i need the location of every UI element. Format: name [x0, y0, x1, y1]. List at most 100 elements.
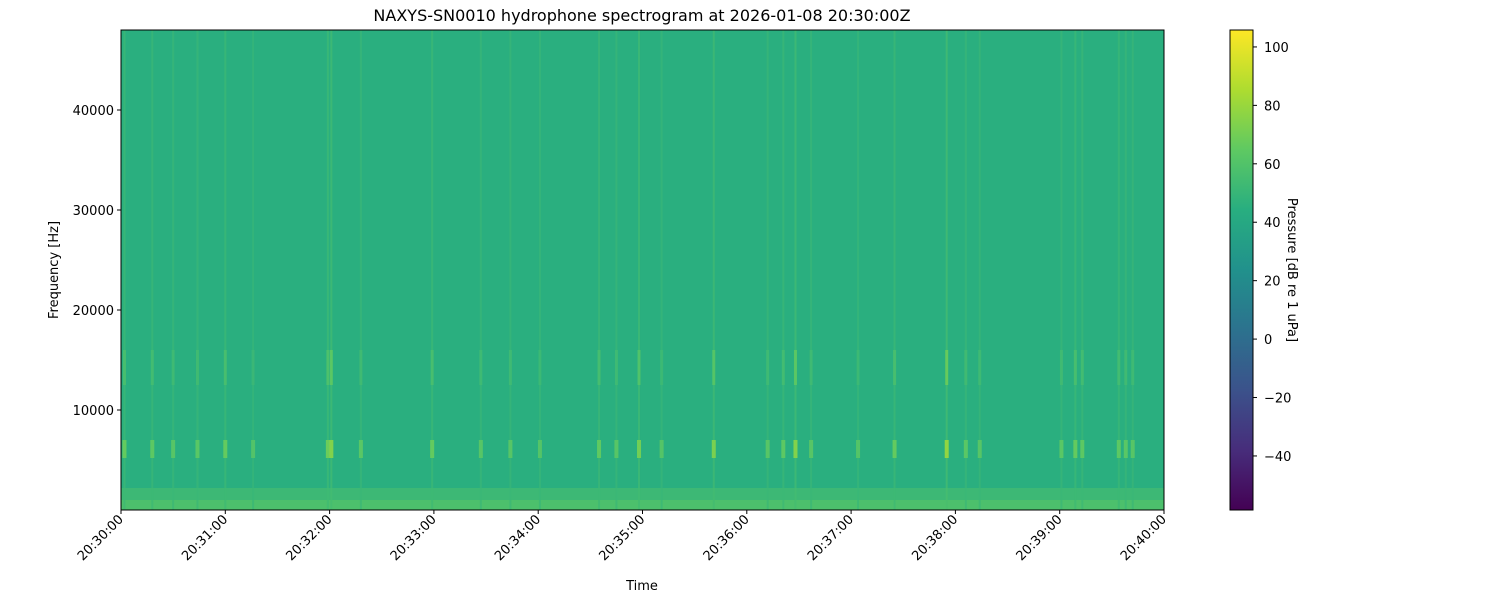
transient-blip: [1130, 440, 1135, 458]
transient-mid-blip: [964, 350, 968, 385]
transient-streak: [431, 30, 434, 510]
transient-streak: [196, 30, 199, 510]
transient-blip: [1073, 440, 1078, 458]
x-tick-label: 20:36:00: [701, 512, 753, 564]
transient-mid-blip: [637, 350, 641, 385]
transient-mid-blip: [660, 350, 664, 385]
x-tick-label: 20:34:00: [492, 512, 544, 564]
transient-blip: [223, 440, 228, 458]
transient-streak: [945, 30, 948, 510]
transient-mid-blip: [479, 350, 483, 385]
transient-mid-blip: [1124, 350, 1128, 385]
chart-title: NAXYS-SN0010 hydrophone spectrogram at 2…: [373, 6, 910, 25]
transient-mid-blip: [329, 350, 333, 385]
x-tick-label: 20:31:00: [179, 512, 231, 564]
transient-blip: [195, 440, 200, 458]
transient-streak: [123, 30, 126, 510]
transient-streak: [479, 30, 482, 510]
transient-mid-blip: [1131, 350, 1135, 385]
transient-blip: [614, 440, 619, 458]
transient-blip: [1123, 440, 1128, 458]
transient-blip: [856, 440, 861, 458]
transient-blip: [358, 440, 363, 458]
colorbar: [1229, 29, 1254, 511]
transient-mid-blip: [1080, 350, 1084, 385]
transient-mid-blip: [171, 350, 175, 385]
transient-blip: [325, 440, 330, 458]
transient-blip: [809, 440, 814, 458]
x-tick-label: 20:37:00: [805, 512, 857, 564]
transient-streak: [712, 30, 715, 510]
transient-streak: [794, 30, 797, 510]
colorbar-tick-label: 100: [1264, 41, 1289, 56]
y-tick-label: 40000: [73, 104, 114, 119]
transient-streak: [978, 30, 981, 510]
transient-streak: [330, 30, 333, 510]
heatmap-area: [121, 30, 1164, 510]
transient-streak: [359, 30, 362, 510]
transient-streak: [509, 30, 512, 510]
colorbar-tick-label: 0: [1264, 333, 1272, 348]
transient-blip: [1080, 440, 1085, 458]
transient-blip: [1059, 440, 1064, 458]
transient-mid-blip: [430, 350, 434, 385]
transient-blip: [1116, 440, 1121, 458]
transient-mid-blip: [251, 350, 255, 385]
transient-mid-blip: [781, 350, 785, 385]
transient-blip: [892, 440, 897, 458]
transient-mid-blip: [1059, 350, 1063, 385]
transient-streak: [964, 30, 967, 510]
transient-blip: [765, 440, 770, 458]
x-tick-label: 20:30:00: [75, 512, 127, 564]
transient-streak: [615, 30, 618, 510]
transient-mid-blip: [195, 350, 199, 385]
colorbar-tick-label: 60: [1264, 158, 1281, 173]
transient-mid-blip: [712, 350, 716, 385]
transient-mid-blip: [893, 350, 897, 385]
transient-mid-blip: [359, 350, 363, 385]
transient-mid-blip: [326, 350, 330, 385]
colorbar-axis: −40 −20 0 20 40 60 80 100: [1253, 41, 1291, 465]
transient-streak: [252, 30, 255, 510]
heatmap-band: [121, 500, 1164, 510]
transient-blip: [171, 440, 176, 458]
transient-streak: [538, 30, 541, 510]
transient-mid-blip: [150, 350, 154, 385]
transient-streak: [782, 30, 785, 510]
heatmap-background: [121, 30, 1164, 510]
x-tick-label: 20:39:00: [1014, 512, 1066, 564]
transient-blip: [597, 440, 602, 458]
transient-streak: [810, 30, 813, 510]
transient-blip: [637, 440, 642, 458]
x-tick-label: 20:32:00: [284, 512, 336, 564]
transient-blip: [793, 440, 798, 458]
y-tick-label: 10000: [73, 404, 114, 419]
transient-streak: [1060, 30, 1063, 510]
y-axis: 10000 20000 30000 40000: [73, 104, 121, 419]
transient-streak: [857, 30, 860, 510]
transient-mid-blip: [945, 350, 949, 385]
transient-blip: [711, 440, 716, 458]
transient-blip: [977, 440, 982, 458]
transient-mid-blip: [809, 350, 813, 385]
colorbar-label: Pressure [dB re 1 uPa]: [1284, 198, 1299, 342]
colorbar-tick-label: −40: [1264, 450, 1291, 465]
x-tick-label: 20:40:00: [1118, 512, 1170, 564]
transient-blip: [537, 440, 542, 458]
transient-blip: [781, 440, 786, 458]
transient-mid-blip: [856, 350, 860, 385]
x-axis-label: Time: [625, 579, 658, 594]
y-tick-label: 30000: [73, 204, 114, 219]
y-tick-label: 20000: [73, 304, 114, 319]
transient-streak: [660, 30, 663, 510]
transient-streak: [638, 30, 641, 510]
transient-streak: [326, 30, 329, 510]
transient-mid-blip: [1073, 350, 1077, 385]
transient-streak: [1131, 30, 1134, 510]
transient-streak: [224, 30, 227, 510]
x-axis: 20:30:00 20:31:00 20:32:00 20:33:00 20:34:00…: [75, 510, 1170, 564]
transient-mid-blip: [1117, 350, 1121, 385]
transient-streak: [151, 30, 154, 510]
